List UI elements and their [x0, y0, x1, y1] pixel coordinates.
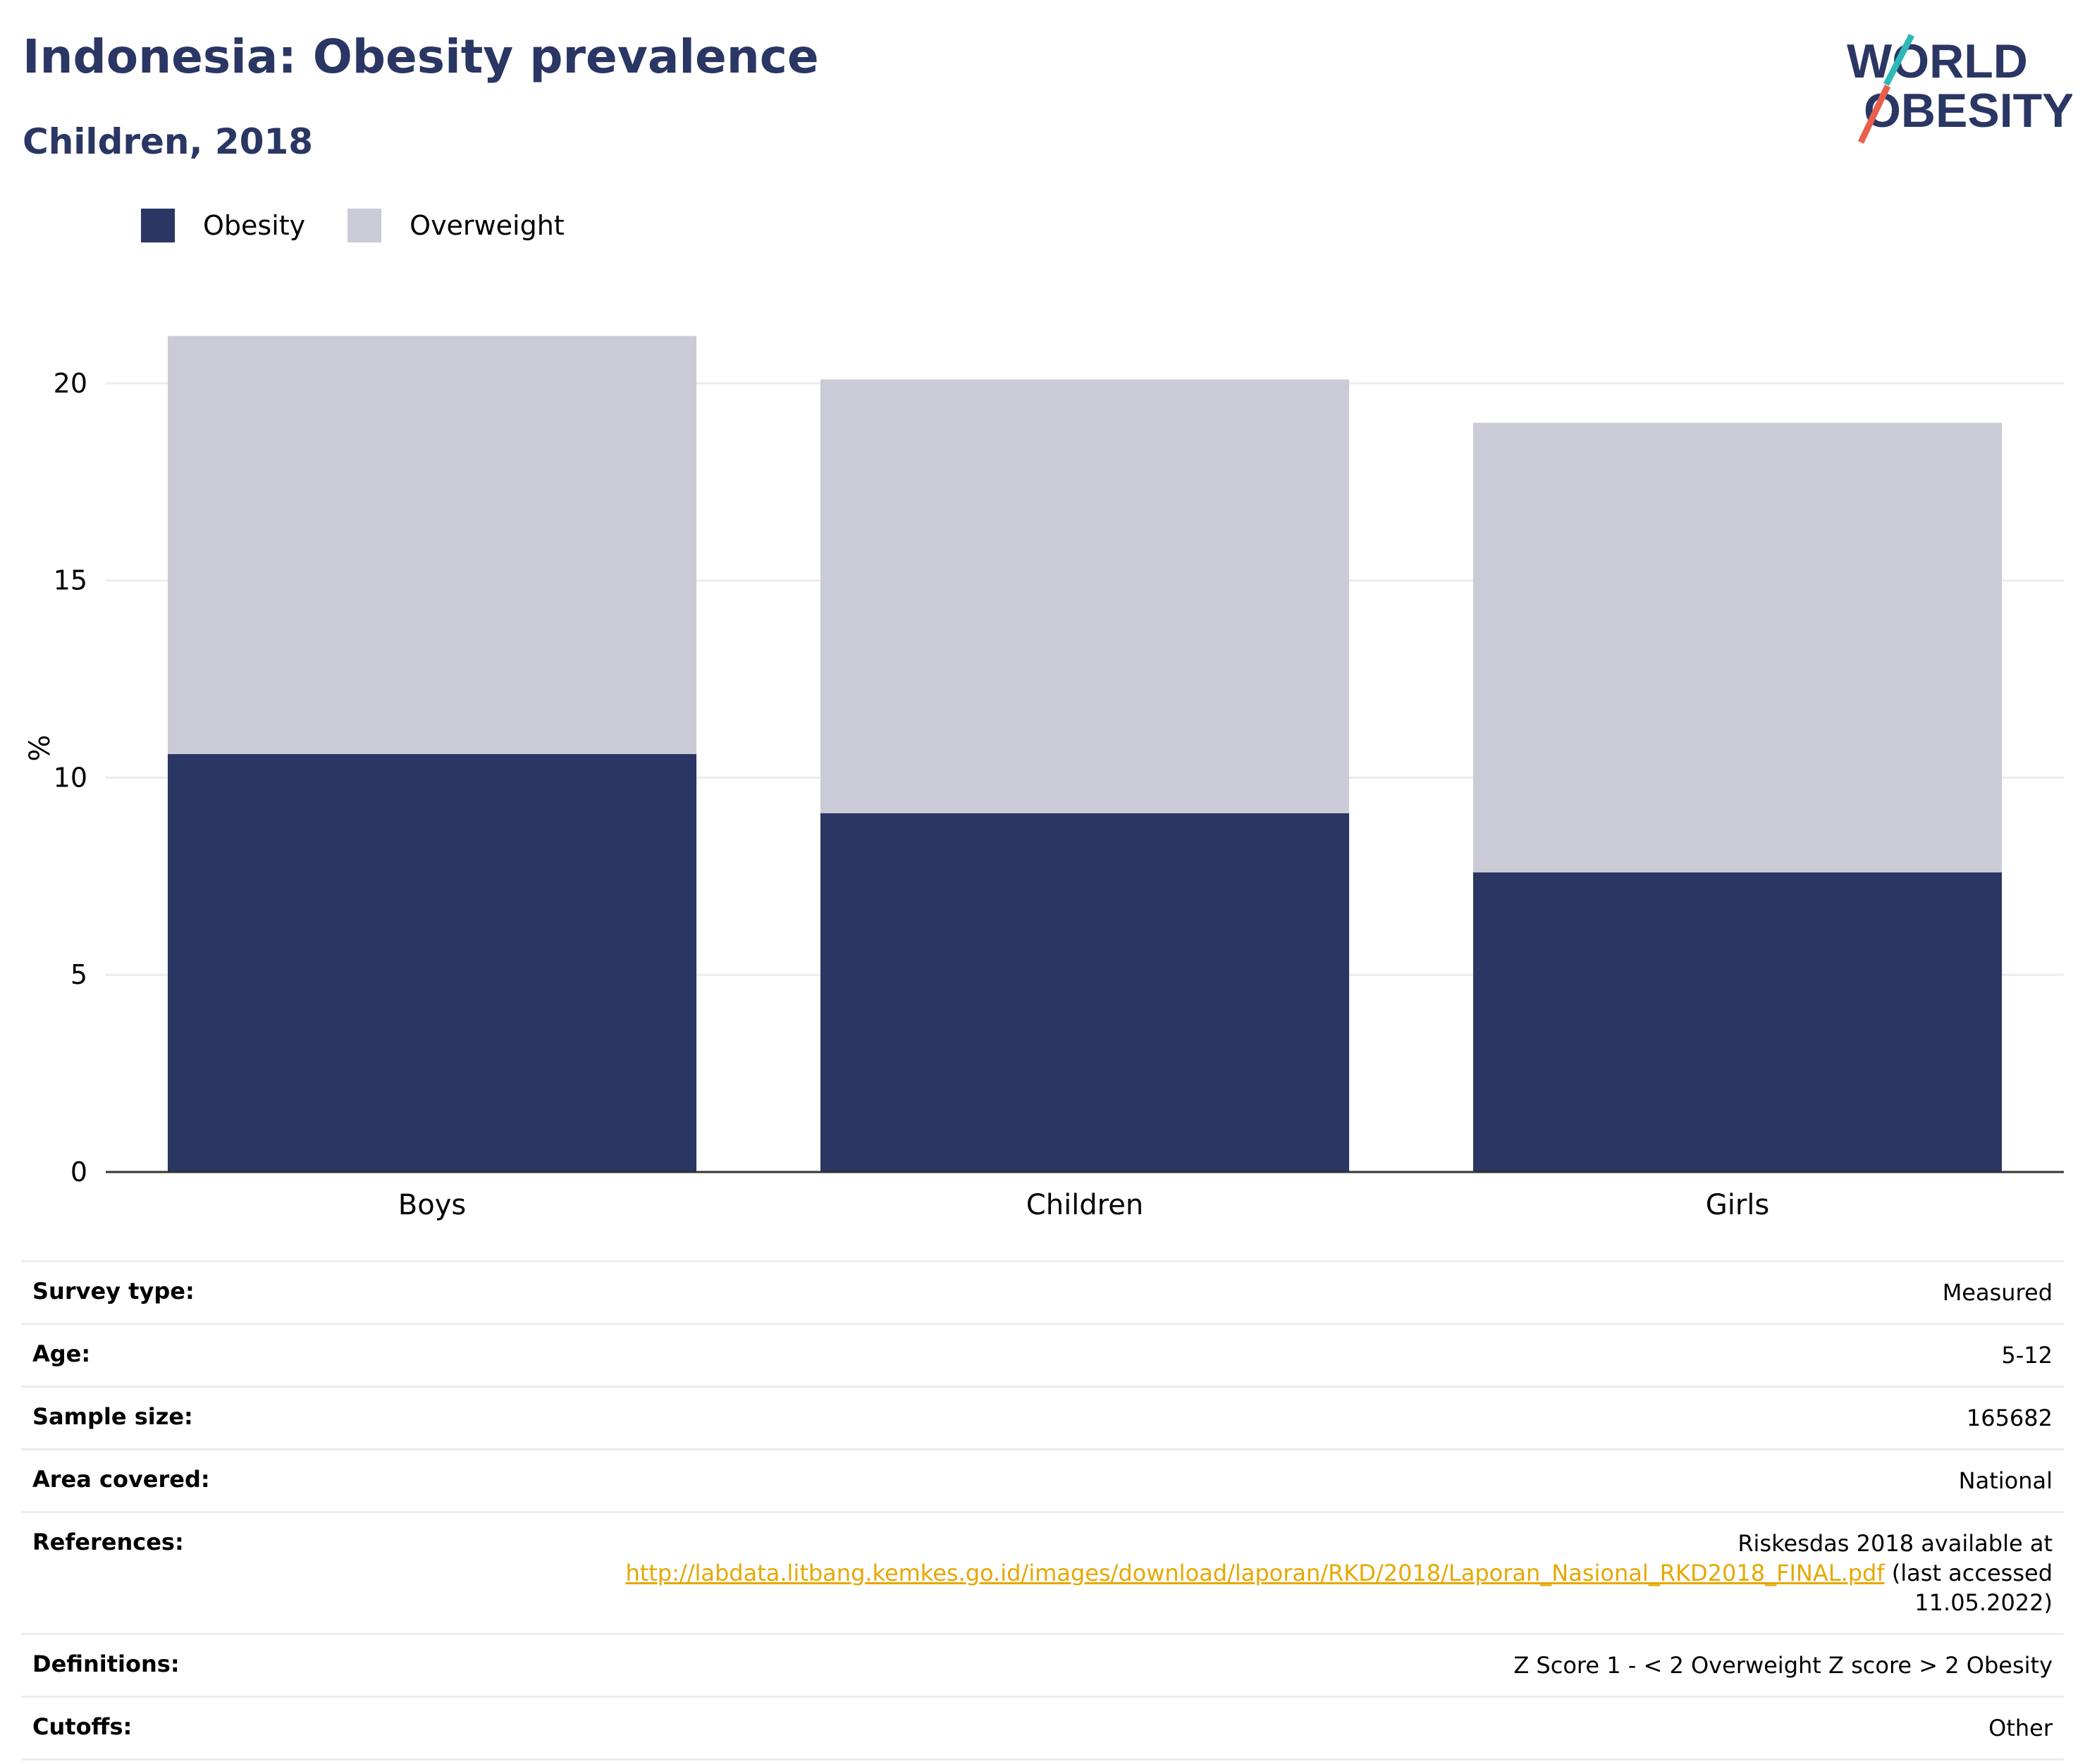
info-row-area-covered: Area covered: National	[21, 1448, 2064, 1511]
bar-obesity-boys	[167, 753, 697, 1172]
y-axis-label: %	[24, 734, 56, 761]
svg-text:OBESITY: OBESITY	[1864, 84, 2072, 137]
info-value: 5-12	[2001, 1342, 2053, 1369]
y-tick-label: 0	[70, 1157, 87, 1188]
bar-overweight-children	[820, 379, 1350, 813]
info-row-age: Age: 5-12	[21, 1323, 2064, 1386]
stacked-bar-chart: 0 5 10 15 20% Boys Children Girls	[24, 335, 2064, 1221]
svg-text:WORLD: WORLD	[1847, 35, 2028, 88]
info-value: Measured	[1942, 1279, 2053, 1306]
legend-label-overweight: Overweight	[410, 210, 565, 241]
info-value: Other	[1988, 1715, 2053, 1741]
info-row-sample-size: Sample size: 165682	[21, 1386, 2064, 1448]
bar-obesity-children	[820, 813, 1350, 1172]
info-value-references: Riskesdas 2018 available at http://labda…	[502, 1529, 2053, 1617]
info-row-cutoffs: Cutoffs: Other	[21, 1696, 2064, 1760]
info-label: Area covered:	[32, 1466, 210, 1493]
x-tick-label: Boys	[398, 1189, 466, 1221]
reference-link[interactable]: http://labdata.litbang.kemkes.go.id/imag…	[625, 1560, 1885, 1586]
info-label: References:	[32, 1529, 184, 1555]
info-label: Definitions:	[32, 1651, 180, 1677]
bar-obesity-girls	[1472, 872, 2003, 1172]
y-tick-label: 5	[70, 959, 87, 990]
bar-overweight-girls	[1472, 422, 2003, 872]
info-row-definitions: Definitions: Z Score 1 - < 2 Overweight …	[21, 1633, 2064, 1696]
y-tick-label: 20	[54, 368, 87, 399]
legend-swatch-obesity	[141, 209, 175, 242]
x-tick-label: Children	[1026, 1189, 1143, 1221]
chart-title: Indonesia: Obesity prevalence	[23, 30, 819, 84]
info-row-survey-type: Survey type: Measured	[21, 1260, 2064, 1323]
info-table: Survey type: Measured Age: 5-12 Sample s…	[21, 1260, 2064, 1760]
legend-item-overweight[interactable]: Overweight	[348, 209, 565, 242]
x-tick-label: Girls	[1706, 1189, 1770, 1221]
legend-item-obesity[interactable]: Obesity	[141, 209, 305, 242]
reference-accessed: (last accessed 11.05.2022)	[1884, 1560, 2053, 1616]
legend: Obesity Overweight	[141, 209, 607, 242]
info-label: Cutoffs:	[32, 1713, 133, 1740]
legend-label-obesity: Obesity	[203, 210, 306, 241]
info-value: Z Score 1 - < 2 Overweight Z score > 2 O…	[1513, 1652, 2053, 1679]
reference-text: Riskesdas 2018 available at	[1738, 1530, 2053, 1557]
info-row-references: References: Riskesdas 2018 available at …	[21, 1511, 2064, 1633]
info-label: Survey type:	[32, 1278, 195, 1305]
y-tick-label: 10	[54, 762, 87, 793]
legend-swatch-overweight	[348, 209, 382, 242]
info-label: Age:	[32, 1340, 91, 1367]
info-label: Sample size:	[32, 1403, 193, 1430]
chart-subtitle: Children, 2018	[23, 121, 314, 162]
bar-overweight-boys	[167, 335, 697, 754]
y-tick-label: 15	[54, 565, 87, 596]
world-obesity-logo: WORLD OBESITY	[1847, 33, 2072, 144]
info-value: National	[1958, 1467, 2053, 1494]
info-value: 165682	[1966, 1405, 2053, 1431]
